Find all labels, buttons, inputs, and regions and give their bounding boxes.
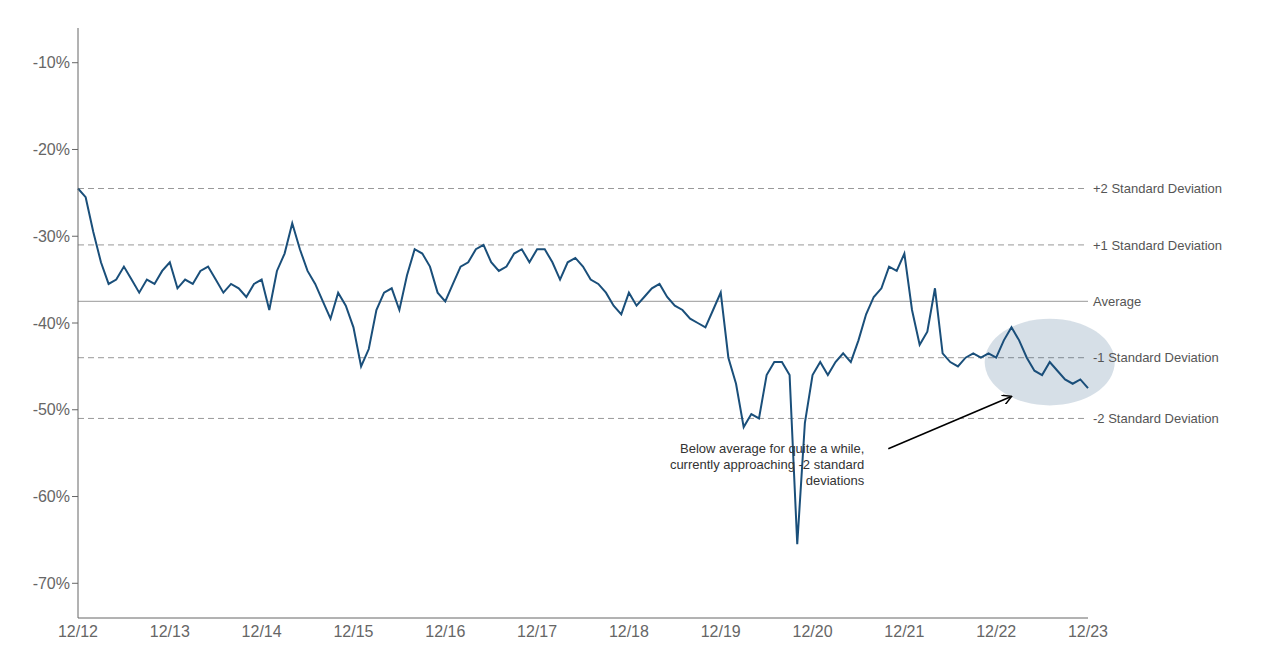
svg-text:-1 Standard Deviation: -1 Standard Deviation (1093, 350, 1219, 365)
svg-text:12/16: 12/16 (425, 623, 465, 640)
svg-text:Average: Average (1093, 294, 1141, 309)
svg-text:12/22: 12/22 (976, 623, 1016, 640)
svg-text:12/18: 12/18 (609, 623, 649, 640)
svg-text:-60%: -60% (33, 488, 70, 505)
svg-text:-50%: -50% (33, 401, 70, 418)
svg-text:12/17: 12/17 (517, 623, 557, 640)
svg-text:12/20: 12/20 (793, 623, 833, 640)
svg-text:-70%: -70% (33, 575, 70, 592)
svg-text:12/12: 12/12 (58, 623, 98, 640)
svg-text:12/15: 12/15 (333, 623, 373, 640)
svg-text:12/19: 12/19 (701, 623, 741, 640)
svg-text:-2 Standard Deviation: -2 Standard Deviation (1093, 411, 1219, 426)
svg-text:-30%: -30% (33, 228, 70, 245)
svg-text:+2 Standard Deviation: +2 Standard Deviation (1093, 181, 1222, 196)
svg-text:Below average for quite a whil: Below average for quite a while,currentl… (670, 441, 865, 488)
svg-text:12/13: 12/13 (150, 623, 190, 640)
svg-text:-10%: -10% (33, 54, 70, 71)
svg-text:-20%: -20% (33, 141, 70, 158)
svg-text:-40%: -40% (33, 315, 70, 332)
svg-text:12/23: 12/23 (1068, 623, 1108, 640)
svg-text:12/14: 12/14 (242, 623, 282, 640)
svg-text:12/21: 12/21 (884, 623, 924, 640)
svg-text:+1 Standard Deviation: +1 Standard Deviation (1093, 238, 1222, 253)
